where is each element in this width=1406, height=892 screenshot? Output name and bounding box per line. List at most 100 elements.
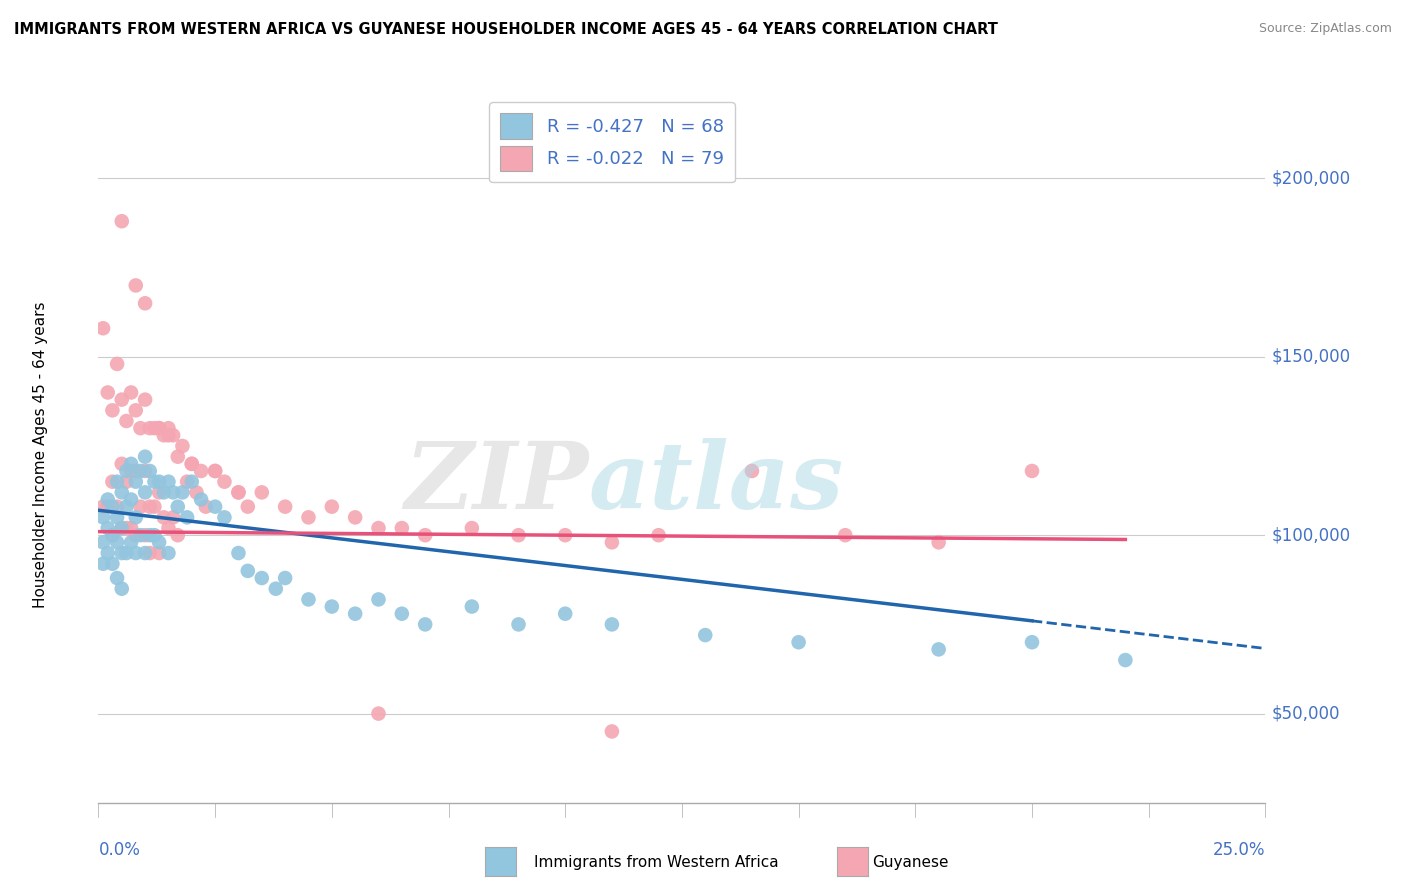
Point: [139, 528, 162, 542]
Point: [120, 464, 142, 478]
Point: [101, 403, 124, 417]
Point: [101, 557, 124, 571]
Point: [115, 464, 138, 478]
Point: [139, 464, 162, 478]
Point: [115, 475, 138, 489]
Legend: R = -0.427   N = 68, R = -0.022   N = 79: R = -0.427 N = 68, R = -0.022 N = 79: [489, 103, 735, 182]
Point: [413, 528, 436, 542]
Point: [1114, 653, 1136, 667]
Point: [204, 464, 226, 478]
Point: [111, 457, 134, 471]
Point: [125, 464, 148, 478]
Point: [228, 546, 250, 560]
Point: [120, 385, 142, 400]
Point: [600, 617, 623, 632]
Point: [190, 464, 212, 478]
Point: [143, 421, 166, 435]
Point: [172, 485, 194, 500]
Point: [148, 485, 170, 500]
Point: [97, 385, 120, 400]
Point: [134, 296, 156, 310]
Point: [157, 475, 180, 489]
Text: Immigrants from Western Africa: Immigrants from Western Africa: [534, 855, 779, 870]
Point: [166, 450, 188, 464]
Point: [391, 607, 413, 621]
Point: [148, 535, 170, 549]
Point: [115, 521, 138, 535]
Point: [111, 546, 134, 560]
Point: [101, 475, 124, 489]
Point: [194, 500, 217, 514]
Point: [236, 500, 259, 514]
Text: Source: ZipAtlas.com: Source: ZipAtlas.com: [1258, 22, 1392, 36]
Point: [129, 464, 152, 478]
Point: [508, 528, 530, 542]
Point: [120, 457, 142, 471]
Point: [134, 450, 156, 464]
Point: [647, 528, 669, 542]
Text: Householder Income Ages 45 - 64 years: Householder Income Ages 45 - 64 years: [32, 301, 48, 608]
Point: [111, 521, 134, 535]
Point: [787, 635, 810, 649]
Text: 0.0%: 0.0%: [98, 841, 141, 859]
Point: [204, 500, 226, 514]
Text: $100,000: $100,000: [1271, 526, 1350, 544]
Point: [143, 500, 166, 514]
Point: [166, 528, 188, 542]
Point: [600, 535, 623, 549]
Point: [115, 414, 138, 428]
Point: [105, 500, 128, 514]
Point: [111, 485, 134, 500]
Point: [367, 592, 389, 607]
Point: [129, 528, 152, 542]
Point: [180, 457, 202, 471]
Point: [91, 500, 114, 514]
Point: [228, 485, 250, 500]
Point: [180, 475, 202, 489]
Point: [321, 599, 343, 614]
Point: [297, 592, 319, 607]
Point: [143, 475, 166, 489]
Point: [214, 475, 236, 489]
Point: [157, 546, 180, 560]
Point: [134, 546, 156, 560]
Point: [228, 485, 250, 500]
Point: [115, 546, 138, 560]
Point: [91, 557, 114, 571]
Point: [148, 546, 170, 560]
Point: [97, 521, 120, 535]
Point: [111, 582, 134, 596]
Point: [111, 214, 134, 228]
Point: [120, 492, 142, 507]
Text: Guyanese: Guyanese: [872, 855, 948, 870]
Point: [928, 535, 950, 549]
Point: [101, 528, 124, 542]
Point: [157, 428, 180, 442]
Point: [162, 428, 184, 442]
Text: IMMIGRANTS FROM WESTERN AFRICA VS GUYANESE HOUSEHOLDER INCOME AGES 45 - 64 YEARS: IMMIGRANTS FROM WESTERN AFRICA VS GUYANE…: [14, 22, 998, 37]
Point: [125, 510, 148, 524]
Point: [148, 421, 170, 435]
Point: [134, 485, 156, 500]
Point: [105, 475, 128, 489]
Point: [139, 421, 162, 435]
Point: [508, 617, 530, 632]
Point: [129, 421, 152, 435]
Point: [274, 571, 297, 585]
Text: atlas: atlas: [589, 438, 844, 528]
Point: [834, 528, 856, 542]
Point: [152, 510, 174, 524]
Point: [391, 521, 413, 535]
Point: [101, 528, 124, 542]
Point: [101, 500, 124, 514]
Point: [695, 628, 717, 642]
Text: ZIP: ZIP: [405, 438, 589, 528]
Point: [461, 521, 484, 535]
Point: [204, 464, 226, 478]
Point: [176, 475, 198, 489]
Point: [125, 528, 148, 542]
Point: [105, 535, 128, 549]
Point: [344, 510, 367, 524]
Point: [236, 564, 259, 578]
Point: [134, 392, 156, 407]
